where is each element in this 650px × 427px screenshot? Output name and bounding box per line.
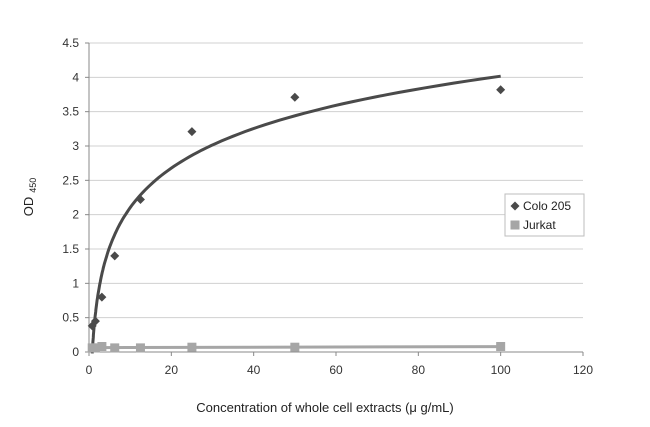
y-tick-label: 2.5 [62,173,79,187]
legend-label: Jurkat [523,218,556,232]
gridlines [89,42,583,319]
data-point-colo-205 [110,251,120,261]
x-tick-label: 100 [491,363,511,377]
data-point-colo-205 [290,92,300,102]
x-tick-label: 0 [86,363,93,377]
data-point-colo-205 [97,292,107,302]
y-axis-title: OD 450 [21,178,38,217]
y-tick-label: 4 [72,70,79,84]
trendline-colo-205 [90,74,501,354]
y-tick-label: 4.5 [62,36,79,50]
legend: Colo 205 Jurkat [504,193,585,237]
y-tick-label: 3 [72,139,79,153]
x-tick-label: 40 [247,363,261,377]
y-tick-label: 3.5 [62,105,79,119]
y-axis-title-group: OD 450 [21,178,38,217]
x-tick-label: 120 [573,363,593,377]
y-axis-title-main: OD [21,197,36,217]
legend-marker-jurkat [510,220,520,230]
x-tick-label: 20 [165,363,179,377]
x-axis-title: Concentration of whole cell extracts (μ … [196,400,454,415]
y-tick-label: 2 [72,208,79,222]
x-tick-labels: 0 20 40 60 80 100 120 [86,352,593,377]
legend-marker-colo-205 [510,201,520,211]
y-axis-title-subscript: 450 [28,178,38,193]
data-points [87,85,506,353]
data-point-jurkat [187,342,197,352]
data-point-jurkat [90,343,100,353]
x-tick-label: 60 [329,363,343,377]
data-point-colo-205 [135,195,145,205]
y-tick-label: 0 [72,345,79,359]
y-tick-label: 0.5 [62,311,79,325]
data-point-colo-205 [187,127,197,137]
data-point-jurkat [135,343,145,353]
x-tick-label: 80 [412,363,426,377]
data-point-jurkat [290,342,300,352]
y-tick-label: 1 [72,276,79,290]
legend-label: Colo 205 [523,199,571,213]
data-point-colo-205 [496,85,506,95]
data-point-jurkat [496,342,506,352]
data-point-jurkat [110,343,120,353]
y-tick-label: 1.5 [62,242,79,256]
data-point-jurkat [97,342,107,352]
y-tick-labels: 0 0.5 1 1.5 2 2.5 3 3.5 4 4.5 [62,36,89,359]
data-point-colo-205 [90,316,100,326]
